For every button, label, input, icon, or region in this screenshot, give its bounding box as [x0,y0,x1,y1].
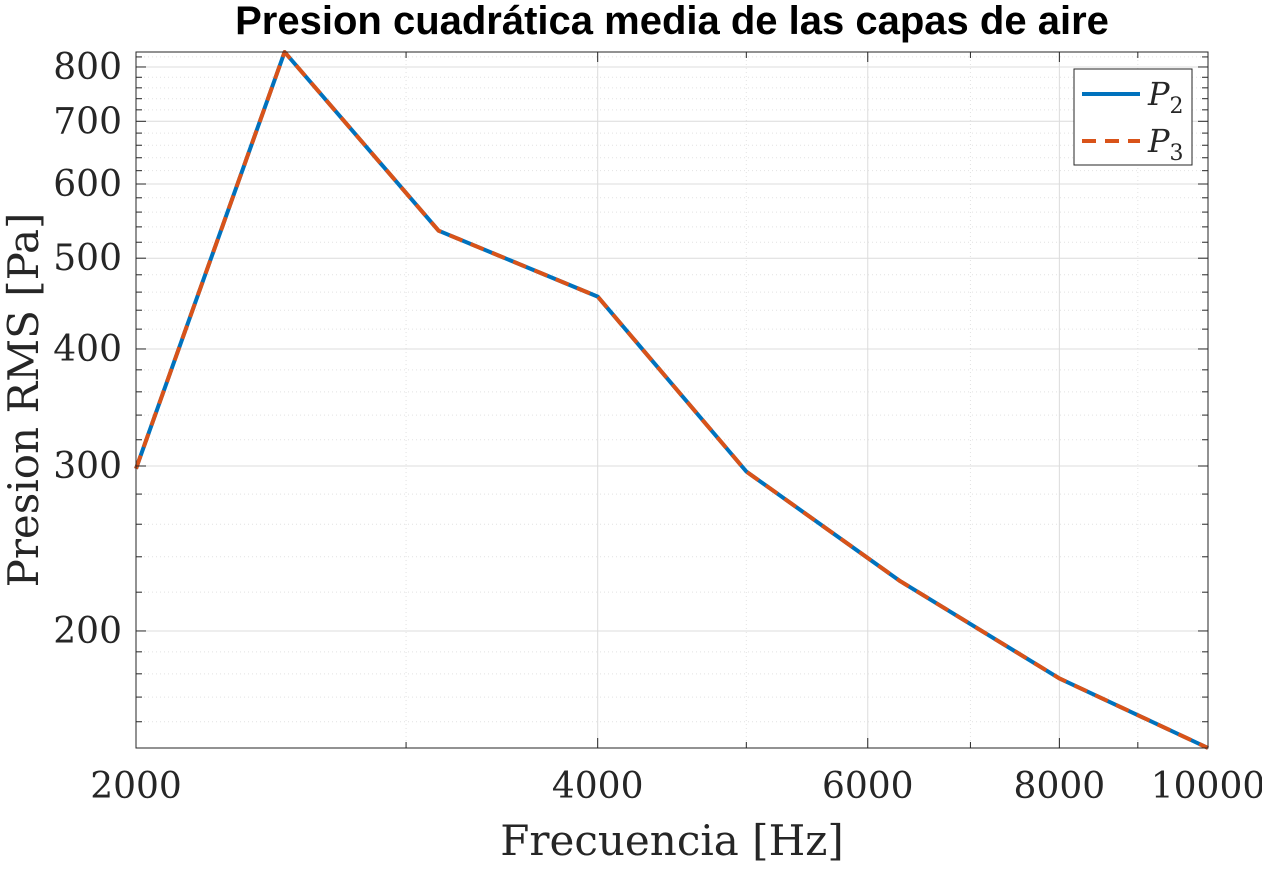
y-tick-label: 800 [53,47,122,88]
x-tick-label: 2000 [90,766,182,807]
grid [135,52,1209,749]
legend-label-subscript: 2 [1170,94,1184,119]
x-tick-label: 6000 [822,766,914,807]
chart-title: Presion cuadrática media de las capas de… [235,0,1109,43]
x-tick-label: 8000 [1014,766,1106,807]
plot-frame [135,51,1209,749]
y-tick-label: 300 [53,446,122,487]
legend-label-subscript: 3 [1170,141,1184,166]
legend-box [1073,68,1193,166]
y-tick-label: 600 [53,164,122,205]
y-axis-label: Presion RMS [Pa] [0,213,48,588]
y-tick-label: 700 [53,101,122,142]
series-line-P2 [134,50,1209,750]
y-tick-label: 200 [53,611,122,652]
x-tick-label: 4000 [552,766,644,807]
x-axis-label: Frecuencia [Hz] [500,816,843,865]
series-line-P3 [134,50,1209,750]
series-layer [134,50,1209,750]
y-tick-label: 500 [53,238,122,279]
ticks: 2000 4000 6000 8000 10000 200 300 400 500 600 700 8… [53,47,1262,807]
y-tick-label: 400 [53,329,122,370]
x-tick-label: 10000 [1151,766,1262,807]
